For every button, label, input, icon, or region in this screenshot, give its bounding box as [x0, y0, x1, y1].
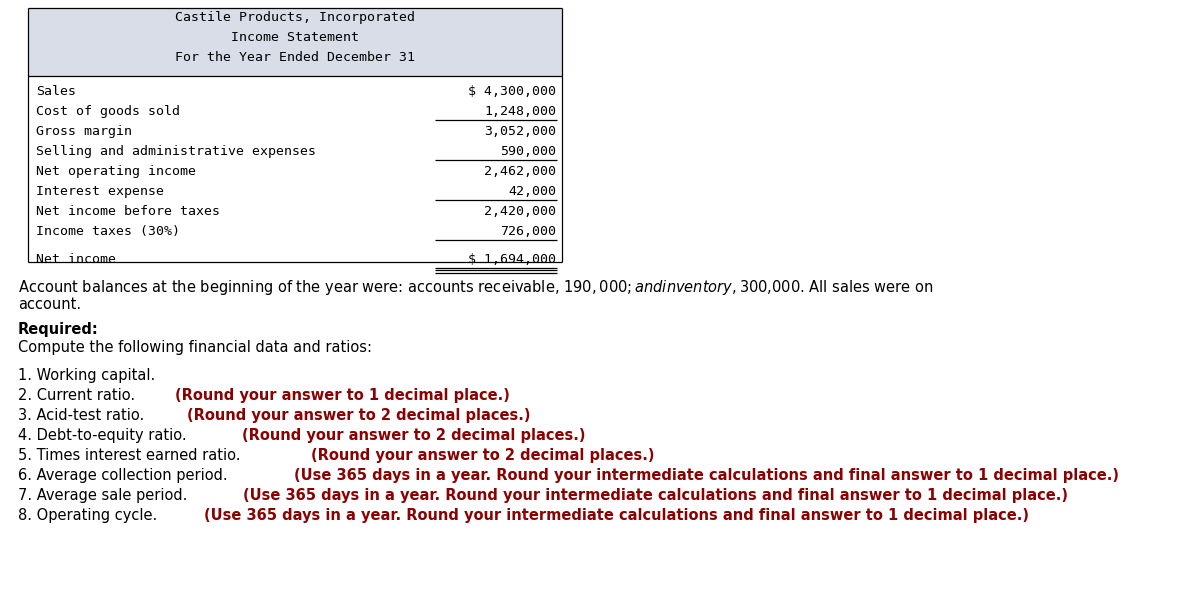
- Text: 1. Working capital.: 1. Working capital.: [18, 368, 155, 383]
- Text: Account balances at the beginning of the year were: accounts receivable, $190,00: Account balances at the beginning of the…: [18, 278, 934, 297]
- Text: 8. Operating cycle.: 8. Operating cycle.: [18, 508, 162, 523]
- Text: 4. Debt-to-equity ratio.: 4. Debt-to-equity ratio.: [18, 428, 191, 443]
- Text: (Round your answer to 2 decimal places.): (Round your answer to 2 decimal places.): [187, 408, 530, 423]
- Text: Net income before taxes: Net income before taxes: [36, 205, 220, 218]
- Text: Income taxes (30%): Income taxes (30%): [36, 225, 180, 238]
- Text: Net income: Net income: [36, 253, 116, 266]
- Text: Cost of goods sold: Cost of goods sold: [36, 105, 180, 118]
- Bar: [28, 8, 562, 76]
- Text: $ 1,694,000: $ 1,694,000: [468, 253, 556, 266]
- Text: 7. Average sale period.: 7. Average sale period.: [18, 488, 192, 503]
- Text: Compute the following financial data and ratios:: Compute the following financial data and…: [18, 340, 372, 355]
- Text: (Round your answer to 2 decimal places.): (Round your answer to 2 decimal places.): [241, 428, 586, 443]
- Text: Required:: Required:: [18, 322, 98, 337]
- Text: (Round your answer to 2 decimal places.): (Round your answer to 2 decimal places.): [311, 448, 654, 463]
- Text: 3,052,000: 3,052,000: [484, 125, 556, 138]
- Text: Castile Products, Incorporated: Castile Products, Incorporated: [175, 11, 415, 24]
- Text: Sales: Sales: [36, 85, 76, 98]
- Text: 6. Average collection period.: 6. Average collection period.: [18, 468, 233, 483]
- Text: For the Year Ended December 31: For the Year Ended December 31: [175, 51, 415, 64]
- Text: 1,248,000: 1,248,000: [484, 105, 556, 118]
- Text: 42,000: 42,000: [508, 185, 556, 198]
- Text: $ 4,300,000: $ 4,300,000: [468, 85, 556, 98]
- Text: (Use 365 days in a year. Round your intermediate calculations and final answer t: (Use 365 days in a year. Round your inte…: [242, 488, 1068, 503]
- Text: Net operating income: Net operating income: [36, 165, 196, 178]
- Text: 2,462,000: 2,462,000: [484, 165, 556, 178]
- Text: 5. Times interest earned ratio.: 5. Times interest earned ratio.: [18, 448, 245, 463]
- Text: 2,420,000: 2,420,000: [484, 205, 556, 218]
- Text: Gross margin: Gross margin: [36, 125, 132, 138]
- Text: (Use 365 days in a year. Round your intermediate calculations and final answer t: (Use 365 days in a year. Round your inte…: [294, 468, 1120, 483]
- Text: Interest expense: Interest expense: [36, 185, 164, 198]
- Text: 590,000: 590,000: [500, 145, 556, 158]
- Text: (Use 365 days in a year. Round your intermediate calculations and final answer t: (Use 365 days in a year. Round your inte…: [204, 508, 1028, 523]
- Text: (Round your answer to 1 decimal place.): (Round your answer to 1 decimal place.): [175, 388, 510, 403]
- Text: 3. Acid-test ratio.: 3. Acid-test ratio.: [18, 408, 149, 423]
- Text: Income Statement: Income Statement: [230, 31, 359, 44]
- Text: 726,000: 726,000: [500, 225, 556, 238]
- Text: account.: account.: [18, 297, 82, 312]
- Text: 2. Current ratio.: 2. Current ratio.: [18, 388, 139, 403]
- Text: Selling and administrative expenses: Selling and administrative expenses: [36, 145, 316, 158]
